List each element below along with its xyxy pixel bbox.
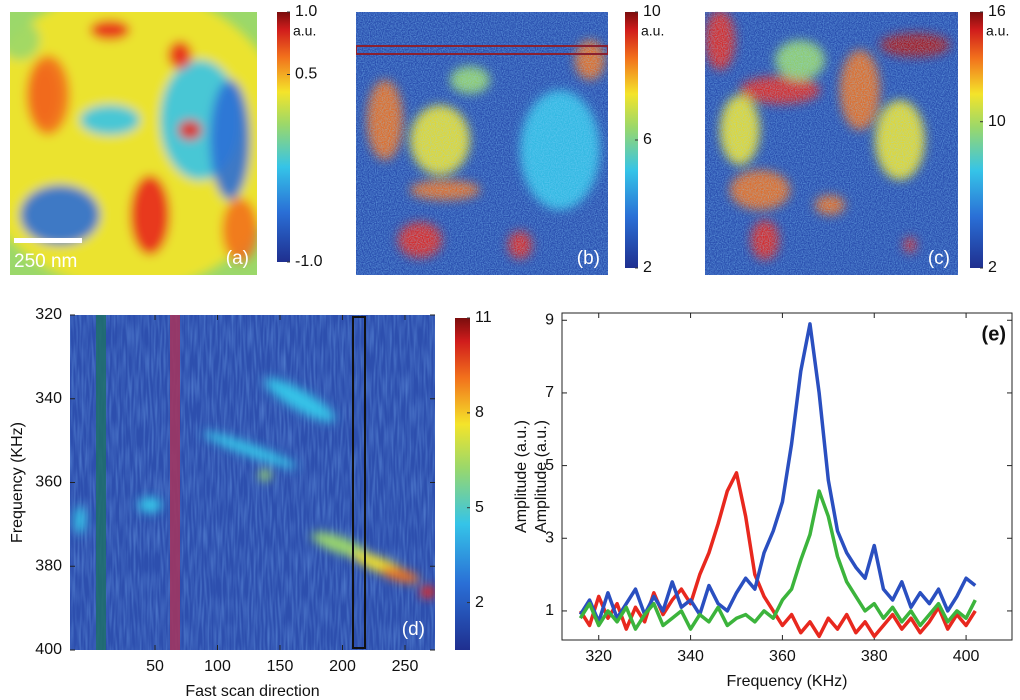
heatmap-feature: [138, 497, 162, 513]
cursor-band: [96, 315, 106, 650]
image-panel: [356, 12, 608, 275]
panel-label: (d): [402, 619, 425, 640]
colorbar-tick-label: 6: [643, 131, 652, 148]
x-tick-label: 340: [677, 648, 704, 665]
x-tick-label: 320: [585, 648, 612, 665]
image-feature: [178, 120, 202, 140]
colorbar: [625, 12, 638, 268]
heatmap-feature: [259, 469, 271, 481]
y-tick-label: 3: [545, 529, 554, 546]
x-axis-label: Frequency (KHz): [727, 673, 848, 690]
x-tick-label: 360: [769, 648, 796, 665]
image-feature: [20, 185, 100, 245]
colorbar-tick-label: 2: [475, 594, 484, 611]
image-feature: [130, 175, 170, 255]
cursor-band: [170, 315, 180, 650]
series-line: [578, 489, 977, 631]
image-panel: [705, 12, 958, 275]
cursor-box: [352, 316, 366, 649]
image-speckle: [705, 12, 958, 275]
scale-bar: [14, 238, 82, 243]
line-marker: [356, 45, 608, 55]
image-feature: [10, 20, 40, 60]
panel-label: (c): [928, 248, 950, 269]
heatmap: [70, 315, 435, 650]
y-axis-label: Amplitude (a.u.): [533, 420, 550, 533]
panel-label: (b): [577, 248, 600, 269]
image-feature: [90, 20, 130, 40]
image-panel: [10, 12, 257, 275]
colorbar-tick-label: 0.5: [295, 66, 317, 83]
y-tick-label: 320: [35, 306, 62, 323]
image-feature: [80, 105, 140, 135]
y-tick-label: 360: [35, 474, 62, 491]
colorbar-tick-label: 10: [643, 3, 661, 20]
y-tick-label: 5: [545, 457, 554, 474]
colorbar-tick-label: 2: [988, 259, 997, 276]
colorbar-tick-label: 11: [475, 309, 492, 326]
x-tick-label: 250: [392, 658, 419, 675]
x-axis-label: Fast scan direction: [185, 683, 319, 700]
image-feature: [168, 41, 192, 69]
image-feature: [26, 55, 70, 135]
heatmap-feature: [380, 567, 420, 583]
y-tick-label: 400: [35, 641, 62, 658]
panel-label: (e): [982, 323, 1006, 345]
heatmap-speckle: [70, 315, 435, 650]
heatmap-feature: [265, 378, 335, 422]
image-features: [10, 12, 257, 275]
colorbar-tick-label: 8: [475, 404, 484, 421]
y-tick-label: 380: [35, 557, 62, 574]
x-tick-label: 100: [204, 658, 231, 675]
colorbar-unit: a.u.: [986, 23, 1009, 39]
colorbar: [970, 12, 983, 268]
x-tick-label: 400: [953, 648, 980, 665]
heatmap-feature: [311, 532, 369, 558]
heatmap-feature: [202, 431, 298, 469]
series-line: [578, 471, 977, 639]
colorbar-tick-label: 10: [988, 113, 1006, 130]
x-tick-label: 200: [329, 658, 356, 675]
x-tick-label: 150: [267, 658, 294, 675]
image-feature: [222, 198, 257, 262]
colorbar: [277, 12, 290, 262]
heatmap-features: [74, 378, 435, 598]
heatmap-feature: [420, 586, 435, 598]
y-tick-label: 340: [35, 390, 62, 407]
colorbar-tick-label: -1.0: [295, 253, 323, 270]
colorbar-tick-label: 2: [643, 259, 652, 276]
y-tick-label: 7: [545, 384, 554, 401]
panel-label: (a): [226, 248, 249, 269]
y-tick-label: 9: [545, 311, 554, 328]
image-speckle: [356, 12, 608, 275]
y-axis-label: Amplitude (a.u.): [513, 420, 530, 533]
colorbar-tick-label: 5: [475, 499, 484, 516]
x-tick-label: 380: [861, 648, 888, 665]
colorbar-unit: a.u.: [293, 23, 316, 39]
colorbar: [455, 318, 470, 650]
colorbar-tick-label: 1.0: [295, 3, 317, 20]
colorbar-tick-label: 16: [988, 3, 1006, 20]
y-axis-label: Frequency (KHz): [9, 422, 26, 543]
image-feature: [210, 80, 250, 200]
colorbar-unit: a.u.: [641, 23, 664, 39]
x-tick-label: 50: [146, 658, 164, 675]
scale-bar-label: 250 nm: [14, 251, 77, 272]
y-tick-label: 1: [545, 602, 554, 619]
heatmap-feature: [74, 506, 86, 534]
